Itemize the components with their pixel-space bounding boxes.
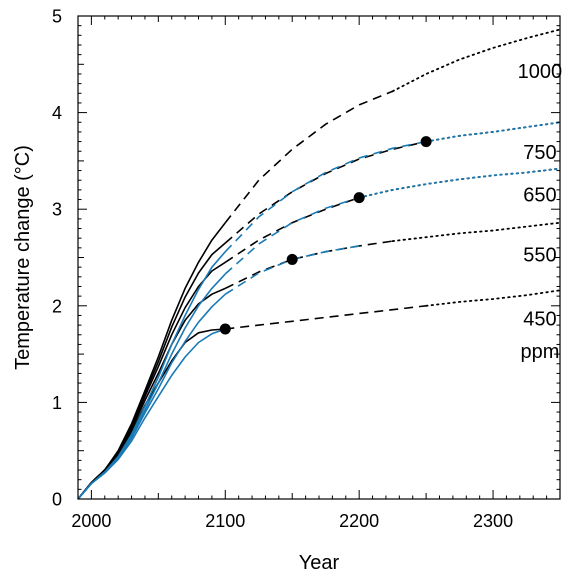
series-3-dotted-line <box>391 221 561 243</box>
series-0-dashed-line <box>224 90 393 224</box>
stabilization-marker-3 <box>420 136 432 148</box>
x-tick-label: 2100 <box>205 511 245 531</box>
series-0-solid-line <box>77 222 226 500</box>
tick-layer <box>77 15 561 500</box>
x-tick-label: 2200 <box>339 511 379 531</box>
series-label-550: 550 <box>523 245 556 267</box>
series-label-layer: 1000 750 650 550 450 ppm <box>518 61 563 363</box>
series-2-dashed-line <box>224 196 360 263</box>
series-5-dotted-line <box>425 121 561 143</box>
x-axis-title: Year <box>299 552 340 574</box>
tick-label-layer: 2000 2100 2200 2300 0 1 2 3 4 5 <box>52 7 513 532</box>
stabilization-marker-0 <box>219 323 231 335</box>
y-tick-label: 1 <box>52 393 62 413</box>
y-tick-label: 2 <box>52 296 62 316</box>
plot-frame <box>77 15 561 500</box>
series-4-dashed-line <box>225 305 427 330</box>
y-tick-label: 3 <box>52 200 62 220</box>
series-layer <box>77 28 561 500</box>
series-label-ppm: ppm <box>520 341 559 363</box>
series-7-dashed-line <box>224 245 360 295</box>
series-label-450: 450 <box>523 308 556 330</box>
series-3-dashed-line <box>224 240 393 290</box>
series-8-solid-line <box>77 328 226 500</box>
stabilization-marker-1 <box>286 253 298 265</box>
series-4-dotted-line <box>425 289 561 307</box>
marker-layer <box>219 136 432 335</box>
y-axis-title: Temperature change (°C) <box>12 145 34 370</box>
series-0-dotted-line <box>391 28 561 93</box>
y-tick-label: 4 <box>52 103 62 123</box>
y-tick-label: 0 <box>52 490 62 510</box>
x-tick-label: 2300 <box>473 511 513 531</box>
series-label-750: 750 <box>523 142 556 164</box>
series-1-dashed-line <box>224 140 427 244</box>
series-2-solid-line <box>77 261 226 500</box>
series-4-solid-line <box>77 328 226 500</box>
series-label-650: 650 <box>523 185 556 207</box>
y-tick-label: 5 <box>52 7 62 27</box>
stabilization-marker-2 <box>353 192 365 204</box>
x-tick-label: 2000 <box>71 511 111 531</box>
series-6-dotted-line <box>358 167 561 199</box>
series-label-1000: 1000 <box>518 61 563 83</box>
series-5-dashed-line <box>224 140 427 253</box>
